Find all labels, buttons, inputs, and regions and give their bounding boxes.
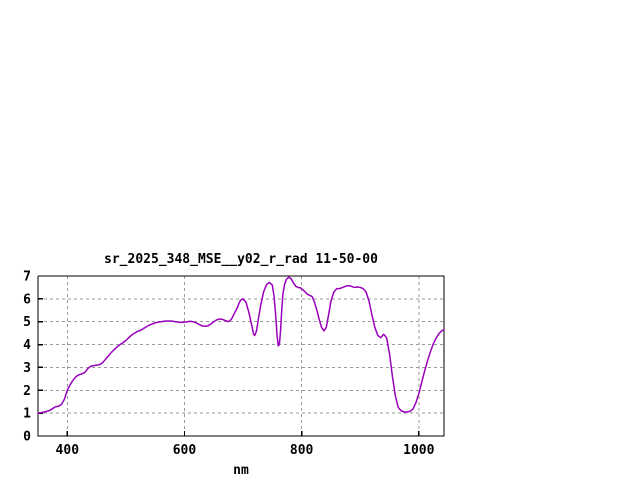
plot-box-border	[37, 275, 445, 437]
x-tick-label: 600	[173, 443, 197, 458]
grid-lines	[38, 276, 444, 436]
x-axis-ticks: 400 600 800 1000	[56, 431, 435, 458]
axis-frame	[37, 275, 445, 437]
y-tick-label: 1	[23, 407, 31, 422]
y-tick-label: 2	[23, 384, 31, 399]
y-tick-label: 3	[23, 361, 31, 376]
data-series-group	[37, 276, 445, 414]
y-tick-label: 7	[23, 270, 31, 285]
y-tick-label: 0	[23, 430, 31, 445]
x-tick-label: 1000	[403, 443, 434, 458]
y-tick-label: 5	[23, 315, 31, 330]
y-tick-label: 6	[23, 292, 31, 307]
series-line-radiance	[37, 276, 445, 414]
x-tick-label: 400	[56, 443, 80, 458]
x-tick-label: 800	[290, 443, 314, 458]
y-tick-label: 4	[23, 338, 31, 353]
x-axis-label: nm	[233, 463, 249, 478]
page-title: sr_2025_348_MSE__y02_r_rad 11-50-00	[104, 252, 378, 267]
